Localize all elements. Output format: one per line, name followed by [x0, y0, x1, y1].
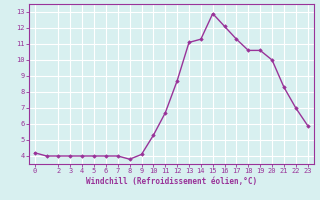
X-axis label: Windchill (Refroidissement éolien,°C): Windchill (Refroidissement éolien,°C)	[86, 177, 257, 186]
